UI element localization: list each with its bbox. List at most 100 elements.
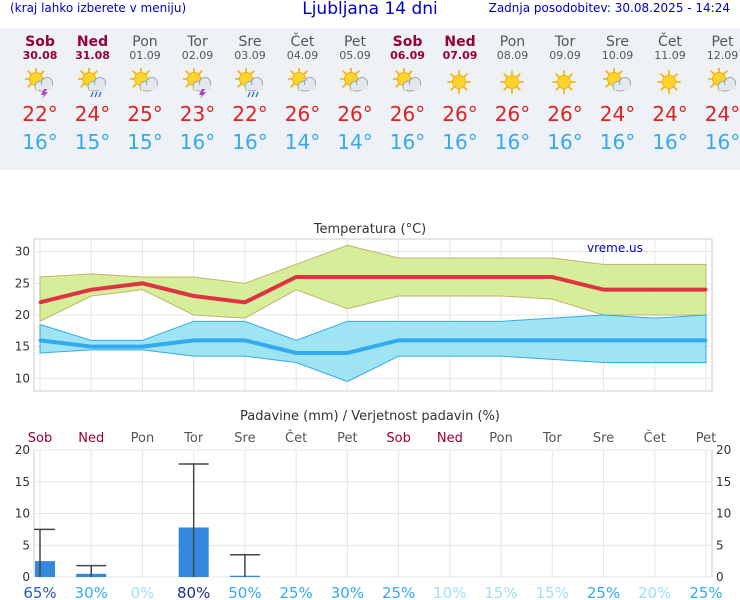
rain-drop (255, 91, 259, 98)
precipitation-probability-label: 80% (177, 584, 210, 600)
max-temperature-point (653, 288, 657, 292)
min-temperature-point (89, 345, 93, 349)
max-temperature: 24° (74, 102, 111, 126)
sun-ray (237, 70, 242, 75)
rain-drop (93, 91, 98, 98)
cloud-part (298, 85, 316, 90)
max-temperature-point (499, 275, 503, 279)
day-name: Sre (238, 34, 262, 50)
sun-cloud-icon (287, 68, 316, 92)
day-date: 05.09 (339, 49, 371, 62)
day-name: Pon (499, 34, 526, 50)
min-temperature-line (39, 338, 706, 355)
max-temperature: 23° (179, 102, 216, 126)
y-tick-label-right: 0 (716, 570, 724, 584)
sun-ray (394, 83, 400, 88)
temperature-chart: Temperatura (°C) 10 15 20 25 30 vreme.us (15, 222, 713, 392)
day-date: 07.09 (442, 49, 478, 62)
cloud-part (36, 85, 53, 90)
lightning-bolt (198, 89, 206, 99)
day-date: 11.09 (654, 49, 686, 62)
min-temperature-point (38, 338, 42, 342)
day-column: Sre 03.09 22° 16° (224, 28, 276, 154)
y-tick-label: 25 (15, 276, 30, 290)
min-temperature: 16° (704, 130, 740, 154)
day-column: Čet 04.09 26° 14° (277, 28, 329, 154)
sun-ray (515, 73, 521, 78)
sun-ray (184, 83, 190, 88)
y-tick-label: 15 (15, 340, 30, 354)
min-temperature: 16° (494, 130, 531, 154)
cloud-part (351, 85, 368, 90)
sun-ray (673, 86, 678, 91)
precipitation-probability-label: 25% (382, 584, 415, 600)
rain-drop (251, 91, 255, 98)
sun-ray (450, 86, 455, 91)
sun-cloud-icon (130, 68, 158, 92)
max-temperature: 26° (494, 102, 531, 126)
max-temperature: 24° (704, 102, 740, 126)
max-temperature-point (38, 300, 42, 304)
min-temperature-point (345, 351, 349, 355)
sun-ray (79, 70, 85, 75)
precipitation-probability-label: 65% (23, 584, 56, 600)
cloud-shape (349, 77, 368, 92)
min-temperature-point (243, 338, 247, 342)
cloud-part (141, 85, 158, 90)
sun-icon (499, 70, 524, 94)
min-temperature: 16° (389, 130, 426, 154)
sun-disc (557, 75, 571, 89)
min-temperature: 16° (599, 130, 636, 154)
precipitation-bar (35, 561, 55, 577)
y-tick-label-left: 5 (22, 538, 30, 552)
sun-ray (342, 83, 347, 88)
day-column: Sob 06.09 26° 16° (382, 28, 434, 154)
sun-ray (604, 83, 610, 88)
day-date: 03.09 (234, 49, 266, 62)
page-title: Ljubljana 14 dni (302, 0, 438, 19)
sun-ray (515, 86, 521, 91)
sun-cloud-icon (707, 68, 736, 92)
sun-cloud-icon (392, 68, 421, 92)
day-name: Čet (290, 34, 315, 50)
sun-ray (132, 83, 137, 88)
day-column: Ned 07.09 26° 16° (434, 28, 486, 154)
precipitation-probability-label: 25% (689, 584, 722, 600)
sun-cloud-thunder-icon (182, 68, 211, 99)
sun-disc (662, 75, 676, 89)
sun-ray (40, 70, 45, 75)
max-temperature-point (550, 275, 554, 279)
cloud-shape (87, 77, 106, 92)
min-temperature: 16° (652, 130, 688, 154)
sun-ray (502, 73, 508, 78)
sun-ray (342, 70, 347, 75)
min-temperature-point (397, 338, 401, 342)
sun-ray (184, 70, 190, 75)
rain-drop (97, 91, 102, 98)
precipitation-probability-label: 30% (75, 584, 108, 600)
precipitation-probability-label: 25% (279, 584, 312, 600)
day-date: 01.09 (129, 49, 161, 62)
sun-ray (555, 86, 560, 91)
max-temperature: 22° (22, 102, 58, 126)
y-tick-label-right: 10 (716, 507, 731, 521)
sun-ray (289, 83, 295, 88)
cloud-shape (244, 77, 263, 92)
sun-ray (722, 70, 728, 75)
day-date: 02.09 (181, 49, 214, 62)
sun-cloud-icon (340, 68, 368, 92)
x-category-label: Pet (337, 431, 357, 446)
sun-ray (27, 83, 32, 88)
x-category-label: Tor (183, 431, 204, 446)
sun-ray (450, 73, 455, 78)
min-temperature-point (294, 351, 298, 355)
sun-ray (660, 73, 665, 78)
max-temperature-point (294, 275, 298, 279)
day-column: Pet 12.09 24° 16° (697, 28, 740, 154)
y-tick-label-right: 5 (716, 538, 724, 552)
sun-icon (552, 70, 576, 94)
sun-ray (289, 70, 295, 75)
day-date: 12.09 (706, 49, 739, 62)
max-temperature: 22° (232, 102, 268, 126)
y-tick-label-left: 10 (15, 507, 30, 521)
